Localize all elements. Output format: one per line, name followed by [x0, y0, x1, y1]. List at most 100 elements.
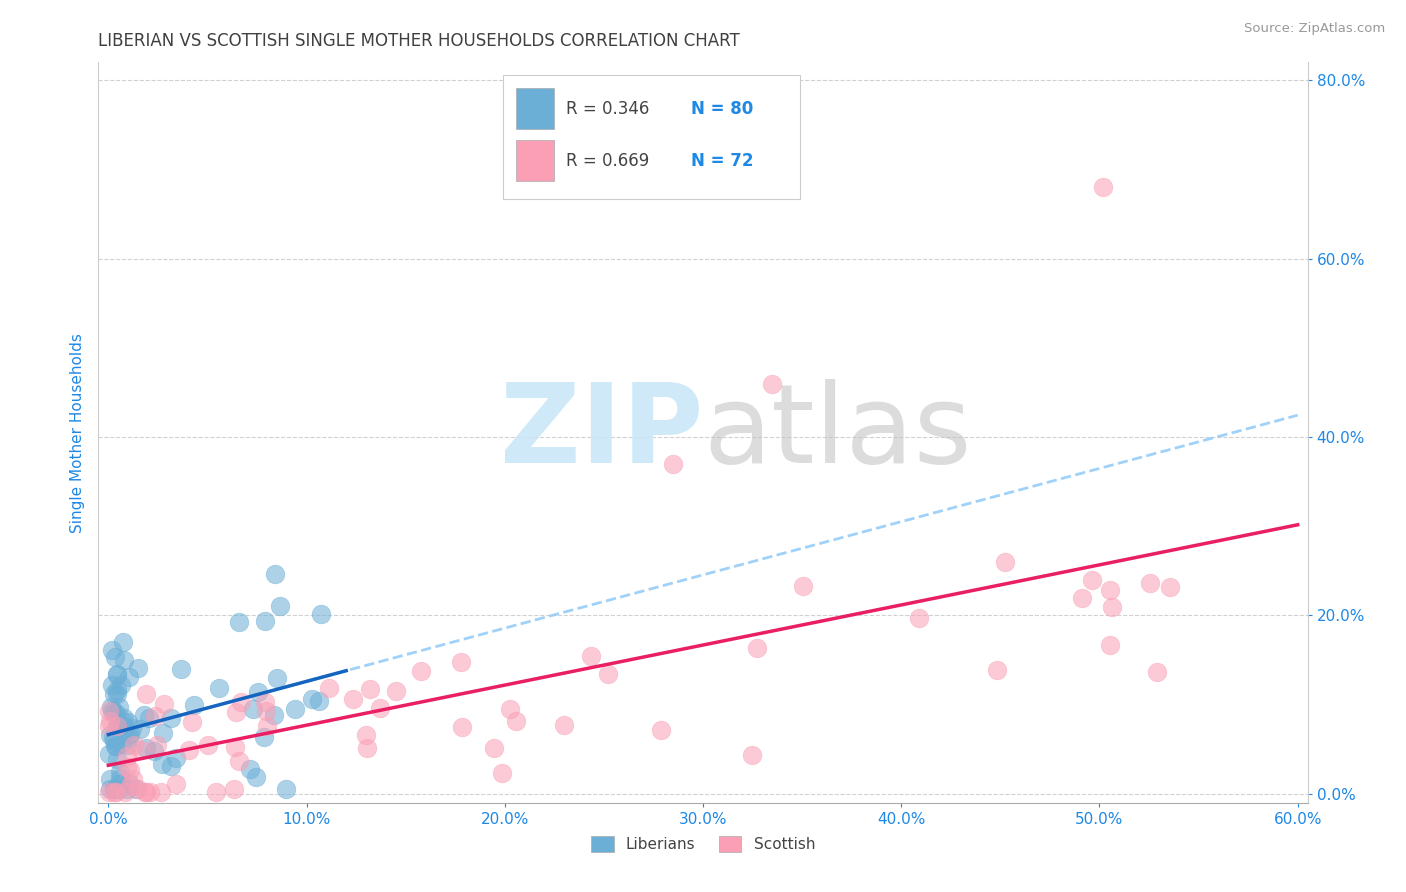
Point — [131, 743, 153, 757]
Point — [112, 724, 135, 739]
Text: R = 0.346: R = 0.346 — [567, 100, 650, 118]
Point — [101, 730, 124, 744]
Point — [122, 772, 145, 787]
Point — [170, 662, 193, 676]
Point — [150, 756, 173, 771]
Point — [761, 376, 783, 391]
Y-axis label: Single Mother Households: Single Mother Households — [69, 333, 84, 533]
Point — [117, 760, 139, 774]
Point — [114, 785, 136, 799]
Point — [101, 642, 124, 657]
Point — [165, 777, 187, 791]
Point — [256, 718, 278, 732]
FancyBboxPatch shape — [516, 88, 554, 129]
Text: R = 0.669: R = 0.669 — [567, 152, 650, 169]
Point — [309, 607, 332, 622]
Point — [118, 670, 141, 684]
Point — [152, 725, 174, 739]
Point — [225, 705, 247, 719]
Point — [110, 719, 132, 733]
Point — [1092, 180, 1115, 194]
Point — [107, 718, 129, 732]
Point — [450, 655, 472, 669]
Point — [103, 687, 125, 701]
Point — [553, 718, 575, 732]
Point — [499, 701, 522, 715]
Text: N = 80: N = 80 — [690, 100, 754, 118]
Point — [98, 782, 121, 797]
Point — [264, 566, 287, 581]
Point — [318, 681, 340, 695]
Text: atlas: atlas — [703, 379, 972, 486]
FancyBboxPatch shape — [503, 75, 800, 200]
Point — [127, 782, 149, 797]
Point — [224, 740, 246, 755]
Point — [103, 650, 125, 665]
Point — [100, 677, 122, 691]
Point — [1099, 583, 1122, 598]
Point — [121, 721, 143, 735]
Point — [152, 697, 174, 711]
Point — [222, 782, 245, 797]
Point — [228, 615, 250, 629]
Point — [118, 779, 141, 793]
Point — [100, 699, 122, 714]
Point — [98, 718, 121, 732]
Point — [579, 649, 602, 664]
Point — [650, 723, 672, 737]
Point — [101, 704, 124, 718]
Point — [107, 717, 129, 731]
Point — [596, 667, 619, 681]
Point — [108, 771, 131, 785]
Point — [1159, 580, 1181, 594]
Point — [986, 663, 1008, 677]
Point — [180, 714, 202, 729]
Point — [98, 772, 121, 786]
Point — [409, 664, 432, 678]
Point — [238, 762, 260, 776]
Point — [1080, 573, 1102, 587]
Point — [103, 782, 125, 797]
Point — [179, 743, 201, 757]
Point — [254, 704, 277, 718]
Point — [122, 739, 145, 753]
Point — [1098, 638, 1121, 652]
Point — [143, 709, 166, 723]
Point — [105, 687, 128, 701]
Point — [263, 708, 285, 723]
Point — [266, 672, 288, 686]
Point — [98, 714, 121, 729]
Point — [118, 727, 141, 741]
Point — [253, 695, 276, 709]
Point — [1071, 591, 1094, 605]
Point — [120, 764, 142, 778]
Point — [98, 728, 121, 742]
Point — [118, 731, 141, 745]
Point — [103, 785, 125, 799]
Point — [132, 708, 155, 723]
Point — [138, 711, 160, 725]
Point — [792, 578, 814, 592]
Point — [228, 754, 250, 768]
Point — [308, 693, 330, 707]
Point — [134, 687, 156, 701]
Point — [98, 704, 121, 718]
Point — [105, 785, 128, 799]
Point — [505, 714, 527, 729]
Point — [112, 720, 135, 734]
Point — [104, 782, 127, 797]
Point — [105, 666, 128, 681]
Point — [134, 785, 156, 799]
Point — [112, 634, 135, 648]
Point — [165, 751, 187, 765]
Point — [231, 695, 253, 709]
Point — [368, 701, 391, 715]
Point — [111, 715, 134, 730]
Point — [112, 711, 135, 725]
Point — [482, 740, 505, 755]
Point — [204, 785, 226, 799]
Point — [269, 599, 291, 614]
Point — [105, 782, 128, 797]
Point — [103, 734, 125, 748]
Point — [253, 614, 276, 628]
